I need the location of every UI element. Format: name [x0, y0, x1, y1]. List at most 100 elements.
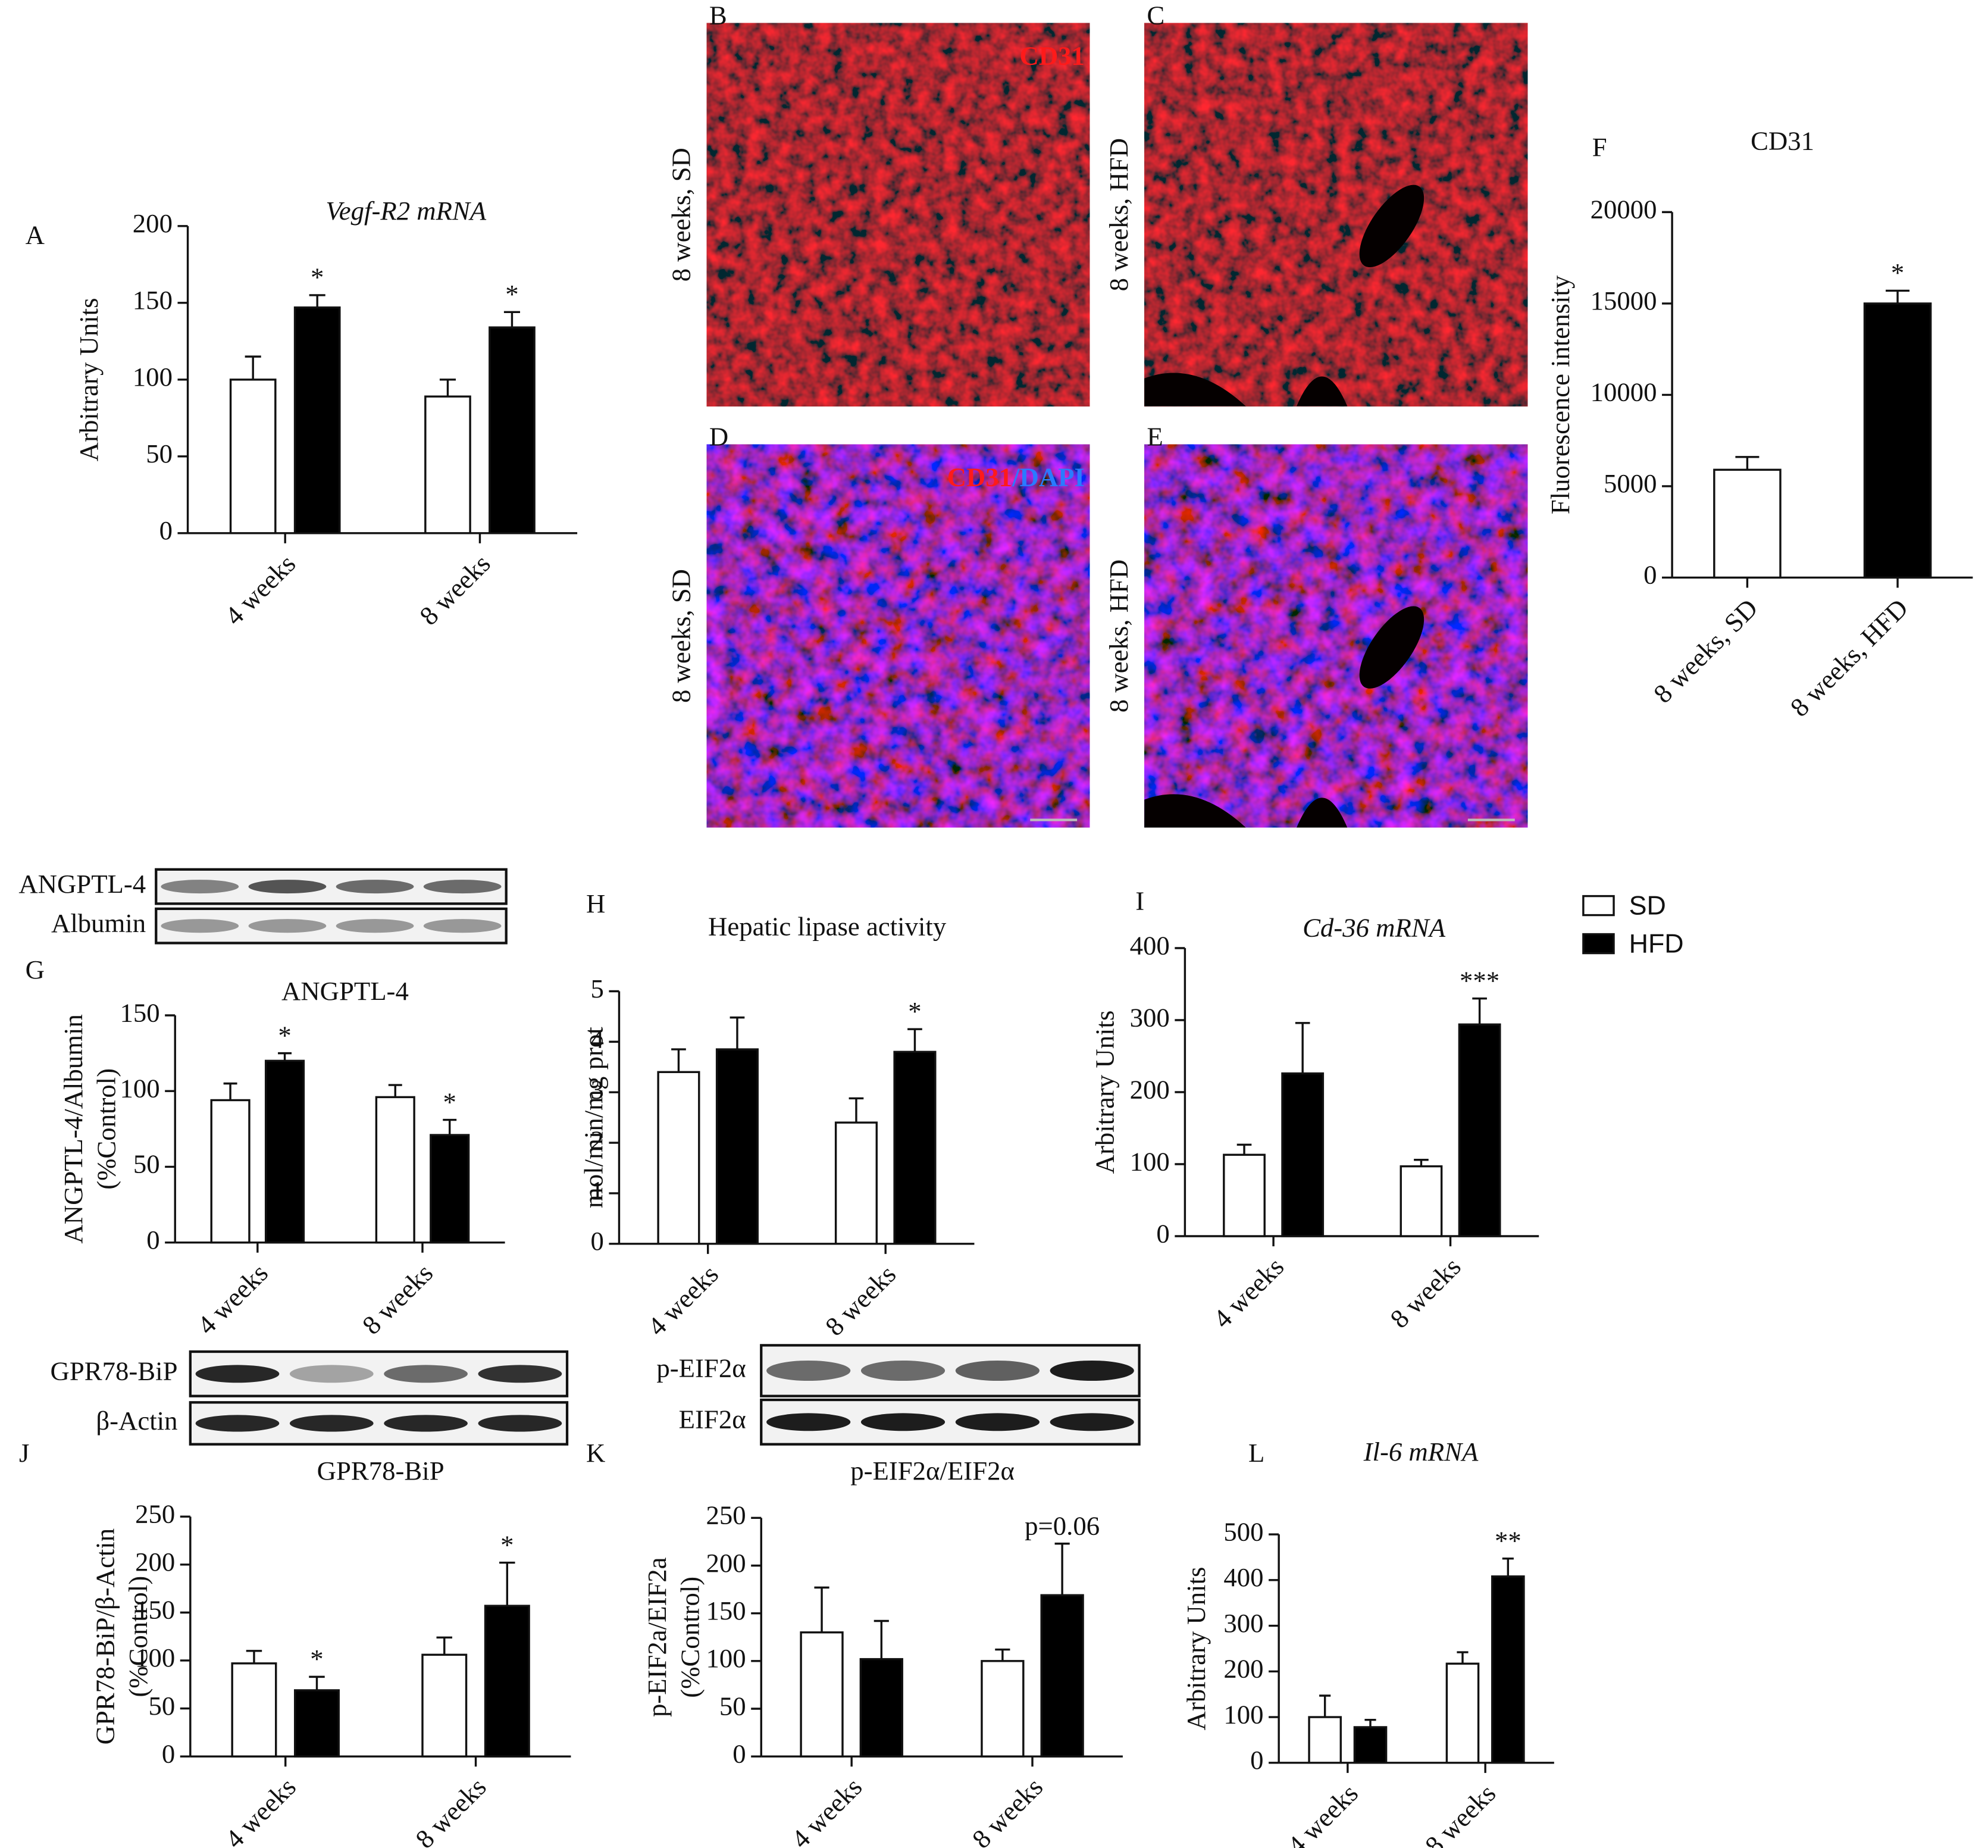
y-tick-label: 200: [133, 208, 173, 238]
significance-label: *: [311, 262, 324, 292]
significance-label: *: [908, 996, 921, 1026]
y-tick-label: 50: [719, 1691, 746, 1721]
blot-band: [384, 1365, 468, 1383]
significance-label: *: [505, 279, 518, 309]
panel-letter: K: [586, 1438, 605, 1468]
y-tick-label: 3: [590, 1074, 603, 1104]
y-tick-label: 150: [133, 285, 173, 315]
blot-band: [860, 1360, 946, 1381]
bar: [421, 1653, 468, 1758]
blot-band: [766, 1413, 851, 1431]
y-axis-label: (%Control): [675, 1577, 705, 1698]
chart-title: Il-6 mRNA: [1363, 1437, 1479, 1466]
blot-label: EIF2α: [679, 1405, 746, 1434]
y-tick-label: 500: [1223, 1516, 1263, 1546]
panel-letter: L: [1248, 1438, 1264, 1468]
y-tick-label: 100: [706, 1643, 746, 1673]
y-axis-label: p-EIF2a/EIF2a: [642, 1557, 672, 1717]
blot-band: [423, 919, 502, 933]
bar: [210, 1099, 251, 1244]
y-tick-label: 0: [1250, 1745, 1263, 1775]
blot-band: [289, 1365, 374, 1383]
significance-label: *: [500, 1530, 514, 1559]
bar: [1491, 1575, 1525, 1764]
chart-title: Vegf-R2 mRNA: [325, 196, 486, 226]
blot-frame: [155, 907, 508, 945]
y-tick-label: 200: [706, 1548, 746, 1578]
image-label: 8 weeks, HFD: [1104, 559, 1134, 712]
x-tick-label: 8 weeks: [414, 549, 496, 631]
significance-label: *: [443, 1087, 456, 1117]
stain-part: CD31: [1020, 41, 1085, 71]
bar: [800, 1631, 844, 1758]
chart-title: ANGPTL-4: [281, 976, 409, 1006]
significance-label: *: [310, 1644, 323, 1674]
x-tick-label: 8 weeks: [966, 1772, 1048, 1848]
y-tick-label: 150: [135, 1595, 175, 1625]
blot-band: [248, 880, 327, 894]
bar: [715, 1048, 759, 1245]
significance-label: *: [278, 1020, 291, 1050]
bar: [424, 395, 471, 534]
blot-band: [1050, 1360, 1134, 1381]
y-tick-label: 0: [1156, 1218, 1169, 1248]
bar: [293, 306, 341, 534]
y-tick-label: 0: [1643, 560, 1657, 590]
y-tick-label: 4: [590, 1024, 603, 1054]
blot-band: [955, 1413, 1040, 1431]
bar: [1863, 302, 1932, 579]
y-axis-label: Arbitrary Units: [74, 298, 104, 461]
blot-band: [336, 880, 414, 894]
y-axis-label: Arbitrary Units: [1181, 1567, 1211, 1731]
x-tick-label: 8 weeks: [356, 1258, 439, 1340]
y-tick-label: 1: [590, 1175, 603, 1205]
bar: [484, 1605, 530, 1758]
image-label: 8 weeks, SD: [666, 569, 696, 703]
bar: [231, 1662, 277, 1758]
x-tick-label: 4 weeks: [220, 1772, 302, 1848]
significance-label: ***: [1460, 965, 1499, 995]
y-tick-label: 0: [590, 1226, 603, 1256]
micrograph: [706, 444, 1090, 828]
blot-band: [478, 1415, 562, 1432]
y-axis-label: Arbitrary Units: [1090, 1011, 1120, 1174]
y-tick-label: 200: [1223, 1654, 1263, 1684]
blot-label: ANGPTL-4: [18, 869, 146, 899]
blot-label: GPR78-BiP: [51, 1356, 178, 1386]
blot-band: [336, 919, 414, 933]
x-tick-label: 4 weeks: [785, 1772, 868, 1848]
panel-letter: G: [26, 955, 45, 984]
bar: [1223, 1153, 1266, 1237]
vessel: [1144, 373, 1348, 407]
y-tick-label: 0: [162, 1738, 175, 1768]
bar: [1040, 1594, 1084, 1758]
y-tick-label: 400: [1223, 1562, 1263, 1592]
x-tick-label: 8 weeks: [819, 1259, 901, 1342]
legend-label: SD: [1629, 891, 1666, 921]
blot-band: [766, 1360, 851, 1381]
y-tick-label: 200: [1130, 1074, 1170, 1104]
bar: [1308, 1716, 1342, 1764]
blot-band: [248, 919, 327, 933]
panel-letter: D: [709, 421, 728, 451]
blot-band: [955, 1360, 1040, 1381]
blot-label: Albumin: [51, 908, 146, 938]
bar: [489, 326, 536, 534]
y-tick-label: 200: [135, 1547, 175, 1577]
x-tick-label: 4 weeks: [219, 549, 301, 631]
panel-letter: I: [1135, 886, 1144, 916]
x-tick-label: 4 weeks: [192, 1258, 274, 1340]
blot-band: [860, 1413, 946, 1431]
legend-swatch: [1582, 933, 1615, 955]
bar: [375, 1096, 415, 1244]
significance-label: p=0.06: [1025, 1511, 1100, 1540]
bar: [834, 1121, 878, 1245]
stain-part: /DAPI: [1012, 462, 1085, 492]
x-tick-label: 4 weeks: [1207, 1252, 1289, 1334]
bar: [1281, 1072, 1325, 1237]
panel-letter: F: [1592, 132, 1607, 162]
y-axis-label: mol/min/mg prot: [578, 1027, 608, 1208]
blot-band: [423, 880, 502, 894]
blot-band: [195, 1365, 280, 1383]
legend-swatch: [1582, 895, 1615, 917]
